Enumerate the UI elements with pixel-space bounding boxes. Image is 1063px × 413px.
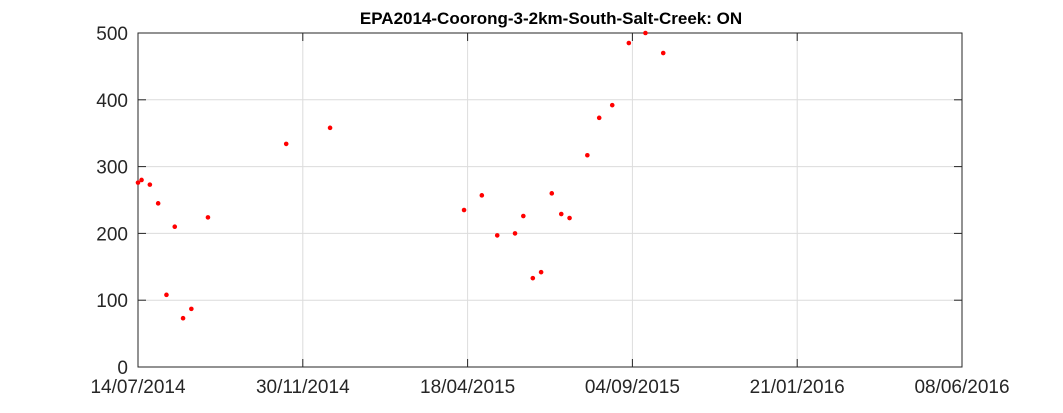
data-point bbox=[585, 152, 590, 158]
data-point bbox=[521, 213, 526, 219]
y-tick-label: 100 bbox=[96, 291, 128, 312]
data-point bbox=[538, 269, 544, 275]
data-point bbox=[567, 215, 572, 221]
data-point bbox=[530, 275, 536, 281]
data-point bbox=[609, 102, 615, 108]
x-tick-label: 04/09/2015 bbox=[585, 377, 680, 398]
data-point bbox=[660, 50, 666, 56]
data-point bbox=[155, 201, 161, 206]
data-point bbox=[139, 177, 144, 183]
data-point bbox=[494, 233, 500, 238]
y-tick-label: 200 bbox=[96, 224, 128, 245]
x-tick-label: 18/04/2015 bbox=[420, 377, 515, 398]
x-axis: 14/07/2014 30/11/2014 18/04/2015 04/09/2015… bbox=[90, 33, 1010, 398]
scatter-series bbox=[135, 30, 666, 321]
data-point bbox=[479, 193, 485, 198]
data-point bbox=[135, 180, 141, 185]
y-axis: 0 100 200 300 400 500 bbox=[96, 24, 962, 379]
y-tick-label: 0 bbox=[117, 358, 128, 379]
data-point bbox=[596, 115, 602, 121]
plot-area-frame bbox=[137, 32, 963, 368]
data-point bbox=[147, 182, 153, 187]
data-point bbox=[205, 215, 211, 220]
data-point bbox=[283, 141, 289, 147]
data-point bbox=[461, 207, 467, 213]
y-tick-label: 300 bbox=[96, 158, 128, 179]
x-tick-label: 30/11/2014 bbox=[256, 377, 350, 398]
data-point bbox=[549, 191, 555, 196]
data-point bbox=[512, 231, 518, 236]
chart-title: EPA2014-Coorong-3-2km-South-Salt-Creek: … bbox=[360, 9, 742, 28]
data-point bbox=[172, 224, 178, 230]
data-point bbox=[164, 292, 169, 298]
data-point bbox=[643, 30, 648, 36]
data-point bbox=[327, 125, 333, 131]
data-point bbox=[626, 40, 632, 46]
grid bbox=[138, 33, 962, 367]
x-tick-label: 14/07/2014 bbox=[90, 377, 186, 398]
y-tick-label: 500 bbox=[96, 24, 128, 45]
x-tick-label: 08/06/2016 bbox=[914, 377, 1009, 398]
data-point bbox=[189, 306, 194, 312]
data-point bbox=[558, 211, 564, 217]
data-point bbox=[180, 315, 186, 321]
y-tick-label: 400 bbox=[96, 91, 128, 112]
x-tick-label: 21/01/2016 bbox=[750, 377, 845, 398]
